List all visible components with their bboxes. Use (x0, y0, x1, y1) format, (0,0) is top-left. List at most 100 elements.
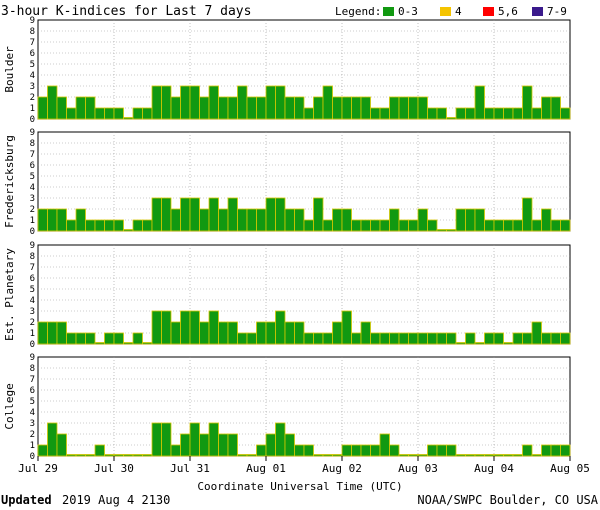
k-bar (161, 310, 172, 345)
k-bar (227, 197, 238, 232)
panel-label: Fredericksburg (3, 135, 16, 228)
k-bar (94, 342, 105, 345)
y-tick-label: 2 (30, 318, 35, 328)
k-bar (503, 454, 514, 457)
k-bar (446, 332, 457, 345)
k-bar (465, 332, 476, 345)
legend: Legend: 0-3 4 5,6 7-9 (335, 5, 567, 18)
x-axis-label: Coordinate Universal Time (UTC) (197, 480, 402, 493)
k-bar (417, 208, 428, 232)
k-bar (379, 433, 390, 457)
panel-label: College (3, 383, 16, 429)
k-bar (284, 96, 295, 120)
k-bar (351, 332, 362, 345)
y-tick-label: 6 (30, 49, 35, 59)
y-tick-label: 4 (30, 296, 35, 306)
k-bar (541, 444, 552, 457)
k-bar (94, 219, 105, 232)
k-bar (113, 219, 124, 232)
k-bar (465, 454, 476, 457)
k-bar (113, 107, 124, 120)
k-bar (493, 219, 504, 232)
k-bar (522, 332, 533, 345)
k-bar (398, 454, 409, 457)
y-tick-label: 5 (30, 285, 35, 295)
k-bar (275, 85, 286, 120)
k-bar (503, 219, 514, 232)
k-bar (541, 96, 552, 120)
k-bar (56, 96, 67, 120)
k-bar (246, 332, 257, 345)
k-bar (294, 96, 305, 120)
k-bar (275, 310, 286, 345)
k-bar (170, 444, 181, 457)
k-bar (208, 197, 219, 232)
k-bar (427, 332, 438, 345)
x-tick-label: Aug 01 (246, 462, 286, 475)
k-bar (161, 85, 172, 120)
k-bar (341, 208, 352, 232)
k-bar (389, 444, 400, 457)
legend-swatch (532, 7, 543, 16)
k-bar (180, 85, 191, 120)
k-bar (56, 208, 67, 232)
k-bar (237, 85, 248, 120)
panels: 0123456789Boulder0123456789Fredericksbur… (3, 16, 571, 462)
k-bar (512, 454, 523, 457)
k-bar (417, 332, 428, 345)
k-bar (484, 107, 495, 120)
x-tick-label: Jul 30 (94, 462, 134, 475)
k-bar (189, 422, 200, 457)
k-bar (303, 444, 314, 457)
k-bar (85, 332, 96, 345)
y-tick-label: 8 (30, 27, 35, 37)
legend-item-label: 4 (455, 5, 462, 18)
panel-label: Boulder (3, 46, 16, 93)
k-bar (322, 454, 333, 457)
y-tick-label: 1 (30, 216, 35, 226)
k-bar (408, 332, 419, 345)
k-bar (303, 332, 314, 345)
k-bar (360, 96, 371, 120)
k-bar (123, 117, 134, 120)
k-bar (436, 444, 447, 457)
k-bar (47, 321, 58, 345)
k-bar (66, 332, 77, 345)
k-bar (493, 454, 504, 457)
k-bar (227, 433, 238, 457)
k-bar (170, 96, 181, 120)
k-bar (47, 85, 58, 120)
k-bar (218, 321, 229, 345)
k-bar (389, 96, 400, 120)
k-bar (170, 208, 181, 232)
k-bar (446, 229, 457, 232)
x-tick-label: Aug 04 (474, 462, 514, 475)
k-bar (132, 107, 143, 120)
k-bar (142, 342, 153, 345)
k-bar (47, 208, 58, 232)
k-bar (398, 219, 409, 232)
k-bar (446, 444, 457, 457)
k-bar (370, 219, 381, 232)
k-bar (75, 454, 86, 457)
k-bar (208, 310, 219, 345)
k-bar (474, 454, 485, 457)
legend-label: Legend: (335, 5, 381, 18)
k-bar (512, 332, 523, 345)
y-tick-label: 2 (30, 205, 35, 215)
k-bar (218, 96, 229, 120)
k-bar (560, 332, 571, 345)
k-bar (408, 219, 419, 232)
k-bar (389, 208, 400, 232)
k-bar (484, 454, 495, 457)
k-bar (512, 219, 523, 232)
k-bar (417, 96, 428, 120)
y-tick-label: 9 (30, 241, 35, 251)
k-bar (180, 197, 191, 232)
y-tick-label: 5 (30, 172, 35, 182)
k-bar (550, 444, 561, 457)
k-bar (294, 208, 305, 232)
